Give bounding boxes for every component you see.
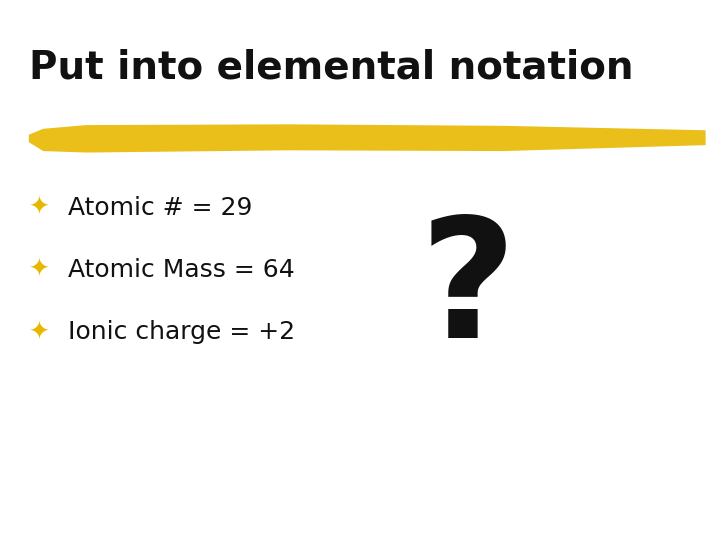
Text: Put into elemental notation: Put into elemental notation [29, 49, 634, 86]
Text: ?: ? [420, 210, 516, 373]
Text: Atomic # = 29: Atomic # = 29 [68, 196, 253, 220]
Text: Atomic Mass = 64: Atomic Mass = 64 [68, 258, 295, 282]
Text: Ionic charge = +2: Ionic charge = +2 [68, 320, 295, 344]
Text: ✦: ✦ [29, 258, 50, 282]
Polygon shape [29, 124, 706, 152]
Text: ✦: ✦ [29, 320, 50, 344]
Text: ✦: ✦ [29, 196, 50, 220]
